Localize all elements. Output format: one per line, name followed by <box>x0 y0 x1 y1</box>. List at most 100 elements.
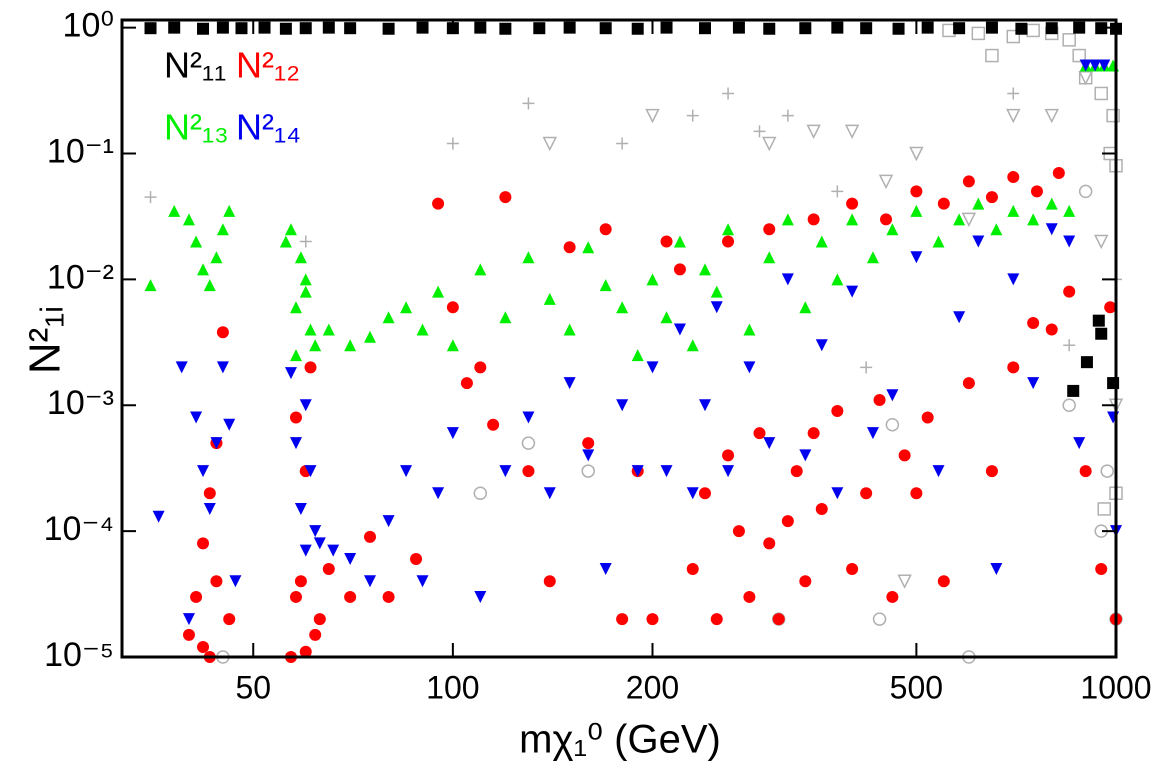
point <box>722 449 735 462</box>
point <box>410 553 423 566</box>
point <box>1044 108 1059 124</box>
point <box>210 437 223 450</box>
point <box>815 339 828 352</box>
point <box>910 185 923 198</box>
point <box>499 465 512 478</box>
point <box>897 574 912 589</box>
point <box>616 137 629 150</box>
point <box>1094 234 1109 250</box>
y-axis-label: N²₁ᵢ <box>21 306 70 374</box>
point <box>799 575 812 588</box>
point <box>1073 21 1086 34</box>
point <box>223 418 236 431</box>
point <box>806 124 821 140</box>
point <box>344 553 357 566</box>
point <box>487 418 500 431</box>
point <box>710 613 723 626</box>
point <box>1062 33 1076 47</box>
point <box>860 487 873 500</box>
point <box>210 575 223 588</box>
point <box>197 465 210 478</box>
point <box>344 590 357 603</box>
point <box>1098 59 1111 72</box>
point <box>698 22 711 35</box>
point <box>932 465 945 478</box>
point <box>223 204 236 217</box>
point <box>382 311 395 324</box>
point <box>866 427 879 440</box>
point <box>533 22 546 35</box>
point <box>1007 204 1020 217</box>
legend-label: N²₁₁ <box>164 45 226 86</box>
point <box>1007 273 1020 286</box>
point <box>646 361 659 374</box>
point <box>432 197 445 210</box>
point <box>309 339 322 352</box>
point <box>522 97 535 110</box>
point <box>872 612 887 626</box>
point <box>216 21 229 34</box>
point <box>309 525 322 538</box>
point <box>322 21 335 34</box>
point <box>910 204 923 217</box>
point <box>203 279 216 292</box>
point <box>344 339 357 352</box>
point <box>152 510 165 523</box>
point <box>645 108 660 124</box>
point <box>772 613 785 626</box>
point <box>646 273 659 286</box>
point <box>1015 22 1028 35</box>
point <box>1080 356 1093 369</box>
point <box>886 223 899 236</box>
point <box>1067 384 1080 397</box>
point <box>1007 361 1020 374</box>
point <box>660 465 673 478</box>
point <box>294 575 307 588</box>
point <box>229 575 242 588</box>
point <box>631 349 644 362</box>
point <box>937 197 950 210</box>
legend-label: N²₁₄ <box>236 107 301 148</box>
point <box>831 487 844 500</box>
point <box>962 377 975 390</box>
point <box>190 235 203 248</box>
point <box>258 21 271 34</box>
point <box>763 537 776 550</box>
point <box>522 251 535 264</box>
point <box>616 399 629 412</box>
point <box>860 361 873 374</box>
point <box>499 22 512 35</box>
y-tick-label: 10⁻⁵ <box>44 636 114 674</box>
legend-label: N²₁₃ <box>164 107 229 148</box>
point <box>432 285 445 298</box>
point <box>294 251 307 264</box>
point <box>1063 339 1076 352</box>
point <box>599 22 612 35</box>
point <box>815 502 828 515</box>
point <box>299 544 312 557</box>
point <box>873 394 886 407</box>
point <box>698 399 711 412</box>
point <box>1095 327 1108 340</box>
point <box>892 22 905 35</box>
point <box>279 235 292 248</box>
point <box>831 21 844 34</box>
point <box>807 213 820 226</box>
point <box>660 235 673 248</box>
point <box>971 26 986 41</box>
point <box>322 323 335 336</box>
point <box>1052 167 1065 180</box>
point <box>1095 22 1108 35</box>
point <box>846 213 859 226</box>
point <box>686 339 699 352</box>
point <box>763 223 776 236</box>
point <box>1027 377 1040 390</box>
point <box>807 427 820 440</box>
point <box>866 251 879 264</box>
point <box>953 213 966 226</box>
point <box>732 21 745 34</box>
point <box>313 613 326 626</box>
point <box>1006 29 1021 44</box>
point <box>646 613 659 626</box>
